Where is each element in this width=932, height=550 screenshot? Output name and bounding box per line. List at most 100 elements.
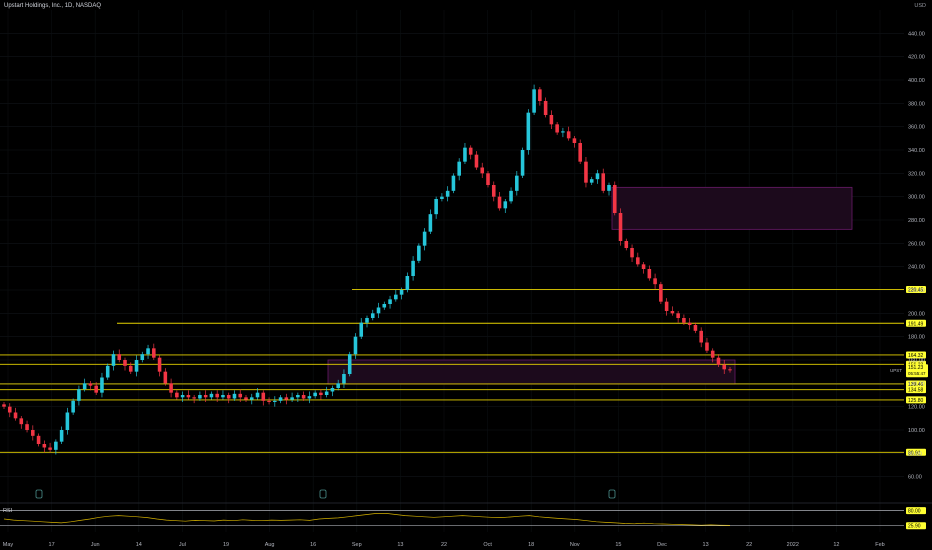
candle-body bbox=[134, 360, 139, 372]
candle-body bbox=[503, 201, 508, 209]
candle-body bbox=[584, 161, 588, 183]
candle-body bbox=[463, 147, 467, 162]
candle-body bbox=[2, 404, 6, 407]
candle-body bbox=[290, 397, 294, 400]
candle-body bbox=[273, 400, 277, 402]
candle-body bbox=[388, 299, 392, 304]
candle-body bbox=[238, 393, 243, 398]
level-price-tag bbox=[906, 386, 926, 394]
candle-body bbox=[440, 196, 444, 199]
candle-body bbox=[71, 400, 75, 413]
candle-body bbox=[203, 395, 208, 398]
candle-body bbox=[538, 89, 542, 101]
candle-body bbox=[468, 147, 473, 155]
rsi-level-label: 25.90 bbox=[908, 524, 921, 530]
candle-body bbox=[382, 304, 387, 308]
candle-body bbox=[82, 383, 87, 390]
level-price-tag bbox=[906, 448, 926, 456]
level-price-label: 134.58 bbox=[908, 388, 924, 394]
candle-body bbox=[13, 412, 18, 419]
candle-body bbox=[699, 330, 703, 343]
candle-body bbox=[105, 365, 110, 378]
time-tick-label: Jul bbox=[179, 542, 186, 548]
candle-body bbox=[192, 397, 196, 399]
candle-body bbox=[636, 257, 640, 265]
price-tick-label: 340.00 bbox=[908, 148, 925, 154]
candle-body bbox=[647, 269, 652, 279]
candle-body bbox=[31, 430, 35, 436]
candle-body bbox=[146, 348, 150, 355]
candle-body bbox=[221, 395, 225, 398]
candle-body bbox=[370, 313, 375, 318]
level-price-label: 125.80 bbox=[908, 398, 924, 404]
candle-body bbox=[474, 154, 479, 168]
candle-body bbox=[589, 179, 594, 183]
current-price-tag bbox=[906, 364, 928, 378]
rsi-line bbox=[3, 513, 731, 526]
candle-body bbox=[215, 393, 219, 398]
event-markers bbox=[35, 489, 616, 499]
level-price-label: 139.46 bbox=[908, 382, 924, 388]
candle-body bbox=[296, 395, 300, 398]
candle-body bbox=[428, 214, 433, 232]
candle-body bbox=[157, 357, 162, 372]
time-tick-label: Nov bbox=[570, 542, 580, 548]
candle-body bbox=[140, 354, 145, 360]
candle-body bbox=[175, 392, 179, 398]
supply-demand-zone bbox=[327, 359, 736, 385]
candle-body bbox=[7, 406, 12, 413]
time-tick-label: 18 bbox=[528, 542, 534, 548]
time-tick-label: Oct bbox=[483, 542, 492, 548]
candle-body bbox=[549, 115, 554, 125]
time-tick-label: Aug bbox=[265, 542, 275, 548]
level-price-label: 164.32 bbox=[908, 353, 924, 359]
candle-body bbox=[417, 245, 421, 261]
candle-body bbox=[65, 412, 70, 430]
level-price-tag bbox=[906, 396, 926, 404]
candle-body bbox=[319, 392, 323, 395]
candle-body bbox=[422, 231, 427, 246]
candle-body bbox=[232, 393, 237, 399]
countdown-label: 05:55:47 bbox=[908, 371, 926, 376]
price-tick-label: 240.00 bbox=[908, 265, 925, 271]
candle-body bbox=[486, 173, 490, 185]
candle-body bbox=[612, 185, 617, 213]
rsi-label: RSI bbox=[3, 508, 13, 514]
price-tick-label: 260.00 bbox=[908, 241, 925, 247]
price-tick-label: 360.00 bbox=[908, 125, 925, 131]
candle-body bbox=[543, 101, 548, 115]
candle-body bbox=[515, 175, 519, 191]
time-tick-label: 13 bbox=[397, 542, 403, 548]
candle-body bbox=[566, 131, 571, 139]
candle-body bbox=[664, 301, 669, 311]
price-tick-label: 440.00 bbox=[908, 31, 925, 37]
candle-body bbox=[226, 395, 231, 399]
candle-body bbox=[624, 241, 629, 248]
time-tick-label: Sep bbox=[352, 542, 362, 548]
candle-body bbox=[526, 112, 531, 150]
candle-body bbox=[54, 441, 58, 450]
candle-body bbox=[301, 395, 306, 399]
candle-body bbox=[555, 124, 559, 133]
candle-body bbox=[405, 276, 410, 290]
level-price-label: 220.45 bbox=[908, 287, 924, 293]
candle-body bbox=[716, 357, 721, 365]
candle-body bbox=[111, 354, 116, 366]
candle-body bbox=[659, 284, 663, 302]
candle-body bbox=[278, 397, 283, 401]
zones bbox=[327, 186, 853, 385]
price-axis: 60.00 80.00 100.00 120.00 140.00 160.00 180.00… bbox=[890, 31, 928, 481]
candle-body bbox=[353, 336, 358, 355]
time-tick-label: 22 bbox=[441, 542, 447, 548]
level-price-label: 80.91 bbox=[908, 450, 921, 456]
candle-body bbox=[186, 395, 191, 398]
candle-body bbox=[601, 173, 606, 191]
time-tick-label: 17 bbox=[49, 542, 55, 548]
candle-body bbox=[445, 190, 450, 197]
candle-body bbox=[682, 318, 686, 323]
candle-body bbox=[722, 364, 727, 370]
candle-body bbox=[728, 369, 732, 371]
earnings-marker-icon bbox=[608, 489, 616, 499]
candle-body bbox=[249, 397, 254, 400]
